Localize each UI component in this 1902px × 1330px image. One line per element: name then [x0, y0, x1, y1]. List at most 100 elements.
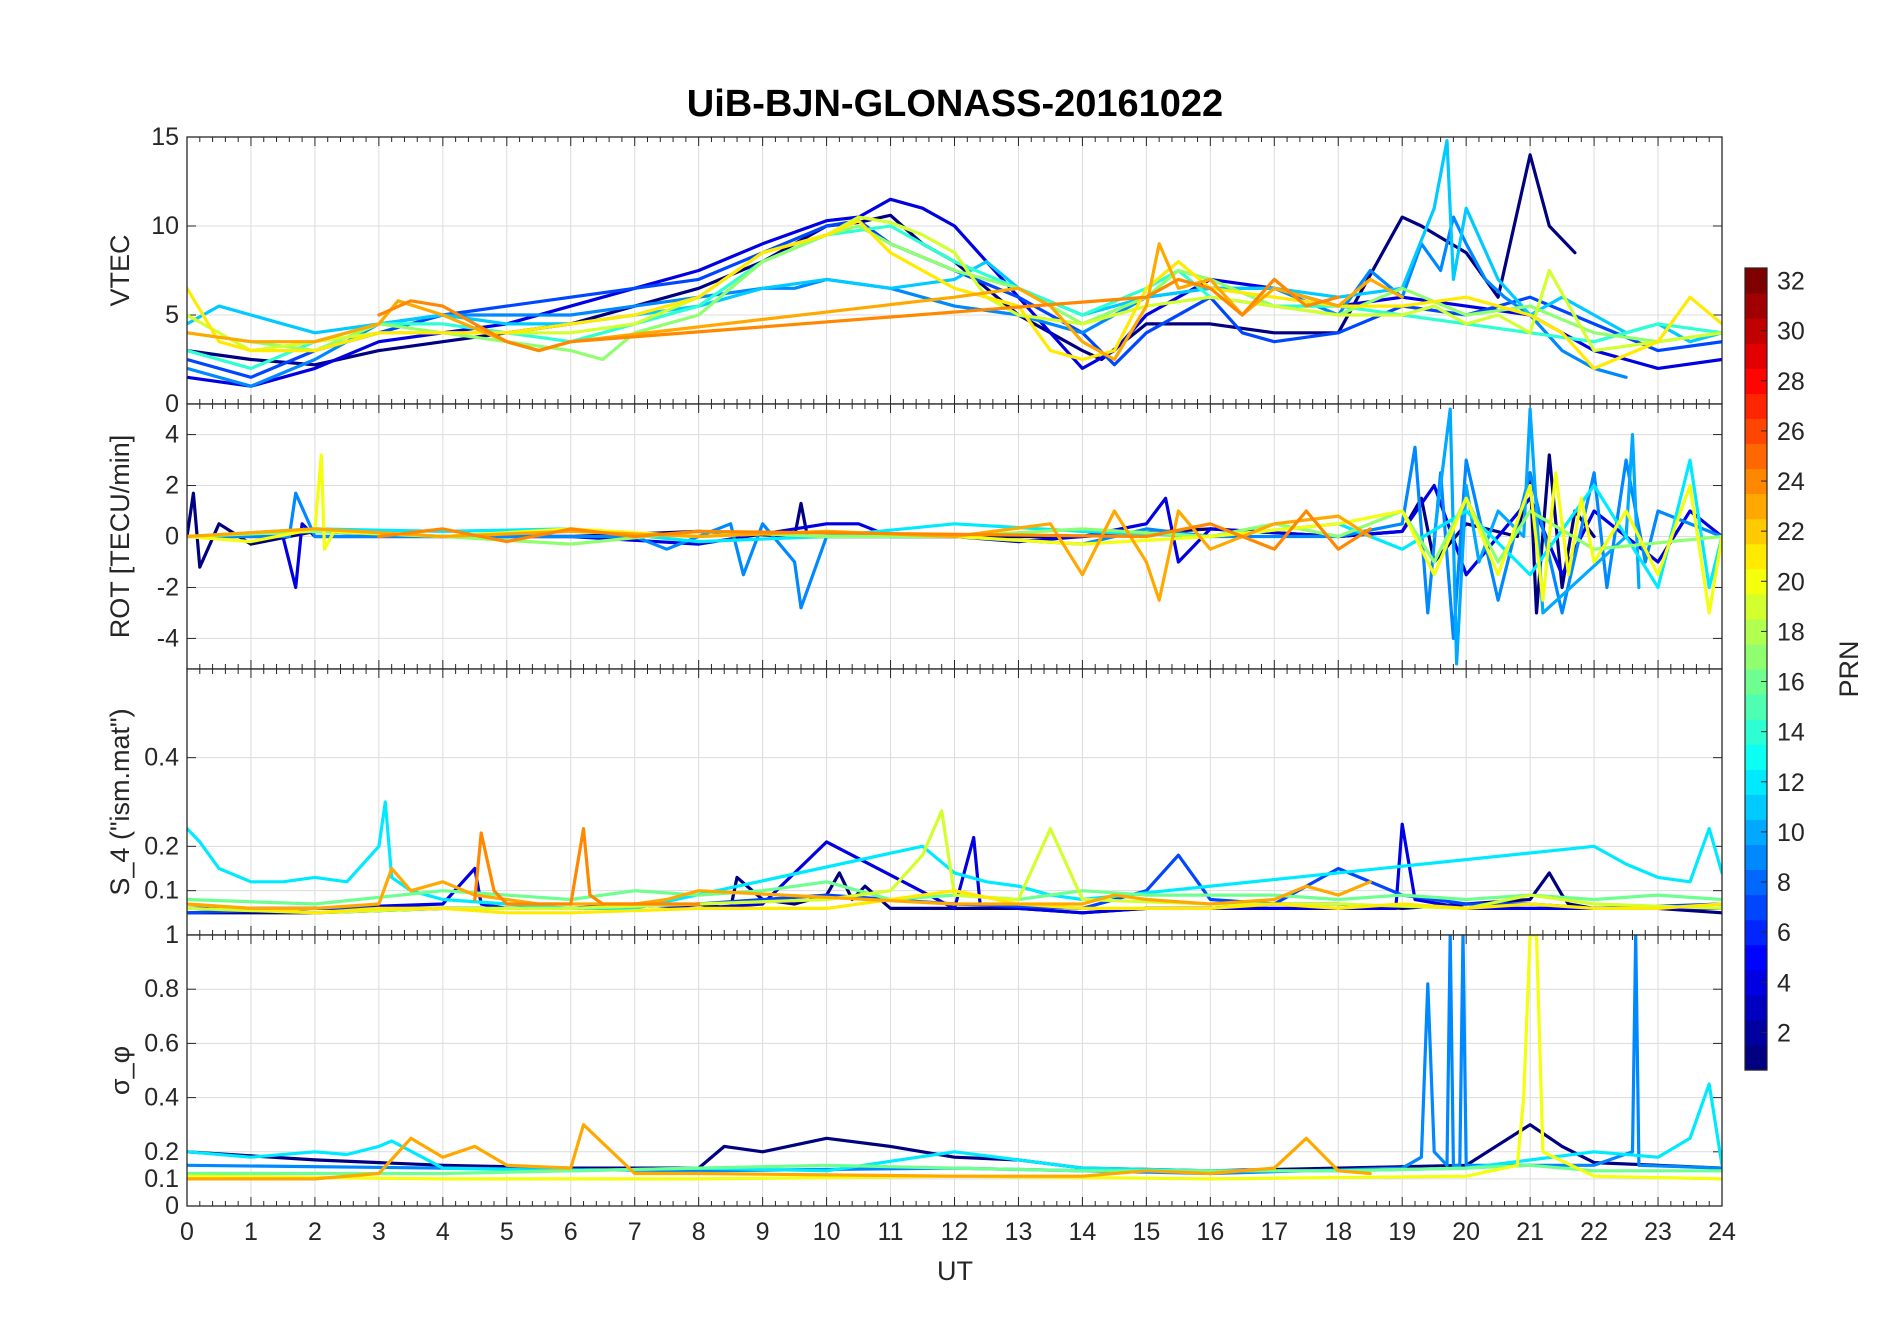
- y-tick-label: 0.2: [144, 832, 179, 860]
- x-tick-label: 2: [308, 1218, 322, 1246]
- colorbar-segment: [1745, 643, 1767, 670]
- colorbar-segment: [1745, 343, 1767, 369]
- colorbar-segment: [1745, 894, 1767, 921]
- colorbar-segment: [1745, 543, 1767, 570]
- colorbar-frame: [1744, 267, 1768, 1071]
- colorbar-tick-label: 28: [1777, 368, 1805, 396]
- colorbar-tick-label: 16: [1777, 669, 1805, 697]
- colorbar-segment: [1745, 493, 1767, 520]
- y-axis-label: VTEC: [105, 234, 135, 306]
- colorbar-segment: [1745, 318, 1767, 344]
- y-tick-label: -2: [157, 573, 179, 601]
- y-tick-label: 0.1: [144, 877, 179, 905]
- x-tick-label: 15: [1132, 1218, 1160, 1246]
- colorbar-segment: [1745, 919, 1767, 946]
- colorbar-tick-label: 10: [1777, 819, 1805, 847]
- colorbar-segment: [1745, 443, 1767, 470]
- series-group: [187, 800, 1722, 915]
- y-axis-label: S_4 ("ism.mat"): [105, 708, 135, 895]
- colorbar-segment: [1745, 593, 1767, 620]
- x-tick-label: 17: [1260, 1218, 1288, 1246]
- colorbar-segment: [1745, 744, 1767, 770]
- x-axis-label: UT: [937, 1256, 973, 1286]
- colorbar-tick-label: 8: [1777, 869, 1791, 897]
- colorbar-segment: [1745, 418, 1767, 445]
- colorbar-tick-label: 26: [1777, 418, 1805, 446]
- y-tick-label: 0.8: [144, 975, 179, 1003]
- x-tick-label: 24: [1708, 1218, 1736, 1246]
- y-axis-label: ROT [TECU/min]: [105, 435, 135, 639]
- series-line-prn-9: [187, 445, 1722, 640]
- series-line-prn-4: [187, 822, 1722, 915]
- y-tick-label: 1: [165, 921, 179, 949]
- colorbar-tick-label: 12: [1777, 769, 1805, 797]
- y-tick-label: 5: [165, 301, 179, 329]
- y-tick-label: 0.1: [144, 1165, 179, 1193]
- y-tick-label: 2: [165, 472, 179, 500]
- colorbar-segment: [1745, 669, 1767, 695]
- series-line-prn-24: [377, 277, 1340, 353]
- colorbar-segment: [1745, 844, 1767, 871]
- axes-frame: [186, 934, 1723, 1207]
- y-tick-label: 0: [165, 1192, 179, 1220]
- y-axis-label: σ_φ: [105, 1046, 135, 1095]
- series-line-prn-23: [187, 1123, 1372, 1181]
- series-line-prn-14: [187, 224, 1722, 370]
- series-line-prn-24: [473, 827, 701, 906]
- x-tick-label: 0: [180, 1218, 194, 1246]
- colorbar-segment: [1745, 794, 1767, 820]
- x-tick-label: 19: [1388, 1218, 1416, 1246]
- y-tick-label: 15: [151, 123, 179, 151]
- x-tick-label: 13: [1005, 1218, 1033, 1246]
- colorbar-segment: [1745, 268, 1767, 294]
- colorbar-segment: [1745, 368, 1767, 394]
- panel-2: -4 -2 0 2 4 ROT [TECU/min]: [105, 403, 1723, 670]
- series-line-prn-16: [187, 880, 1722, 906]
- colorbar-segment: [1745, 819, 1767, 846]
- series-line-prn-20: [187, 935, 1722, 1181]
- colorbar-tick-label: 22: [1777, 518, 1805, 546]
- y-tick-label: 0: [165, 390, 179, 418]
- series-group: [187, 139, 1722, 388]
- series-line-prn-23: [187, 509, 1372, 602]
- x-tick-label: 23: [1644, 1218, 1672, 1246]
- colorbar-segment: [1745, 1019, 1767, 1046]
- colorbar-tick-label: 18: [1777, 618, 1805, 646]
- x-tick-label: 22: [1580, 1218, 1608, 1246]
- colorbar-tick-label: 30: [1777, 318, 1805, 346]
- colorbar-segment: [1745, 568, 1767, 595]
- colorbar-segment: [1745, 618, 1767, 645]
- colorbar-tick-label: 2: [1777, 1019, 1791, 1047]
- x-tick-label: 3: [372, 1218, 386, 1246]
- y-tick-label: 10: [151, 212, 179, 240]
- colorbar-segment: [1745, 393, 1767, 419]
- x-tick-label: 8: [692, 1218, 706, 1246]
- y-tick-label: 0: [165, 523, 179, 551]
- x-tick-label: 10: [813, 1218, 841, 1246]
- x-tick-label: 7: [628, 1218, 642, 1246]
- colorbar-tick-label: 24: [1777, 468, 1805, 496]
- chart-title: UiB-BJN-GLONASS-20161022: [687, 83, 1223, 125]
- series-line-prn-21: [187, 219, 1722, 370]
- series-group: [187, 407, 1722, 666]
- colorbar-segment: [1745, 869, 1767, 896]
- x-tick-label: 1: [244, 1218, 258, 1246]
- colorbar-segment: [1745, 1044, 1767, 1071]
- colorbar-tick-label: 6: [1777, 919, 1791, 947]
- x-tick-label: 11: [878, 1218, 904, 1246]
- colorbar-segment: [1745, 969, 1767, 996]
- x-tick-label: 16: [1196, 1218, 1224, 1246]
- x-tick-label: 5: [500, 1218, 514, 1246]
- panel-1: 0 5 10 15 VTEC: [105, 123, 1723, 418]
- series-line-prn-20: [187, 453, 1722, 615]
- colorbar-segment: [1745, 769, 1767, 795]
- colorbar-tick-label: 4: [1777, 969, 1791, 997]
- y-tick-label: 4: [165, 421, 179, 449]
- colorbar-tick-label: 32: [1777, 268, 1805, 296]
- colorbar-tick-label: 14: [1777, 719, 1805, 747]
- series-line-prn-23: [187, 242, 1404, 362]
- x-tick-label: 4: [436, 1218, 450, 1246]
